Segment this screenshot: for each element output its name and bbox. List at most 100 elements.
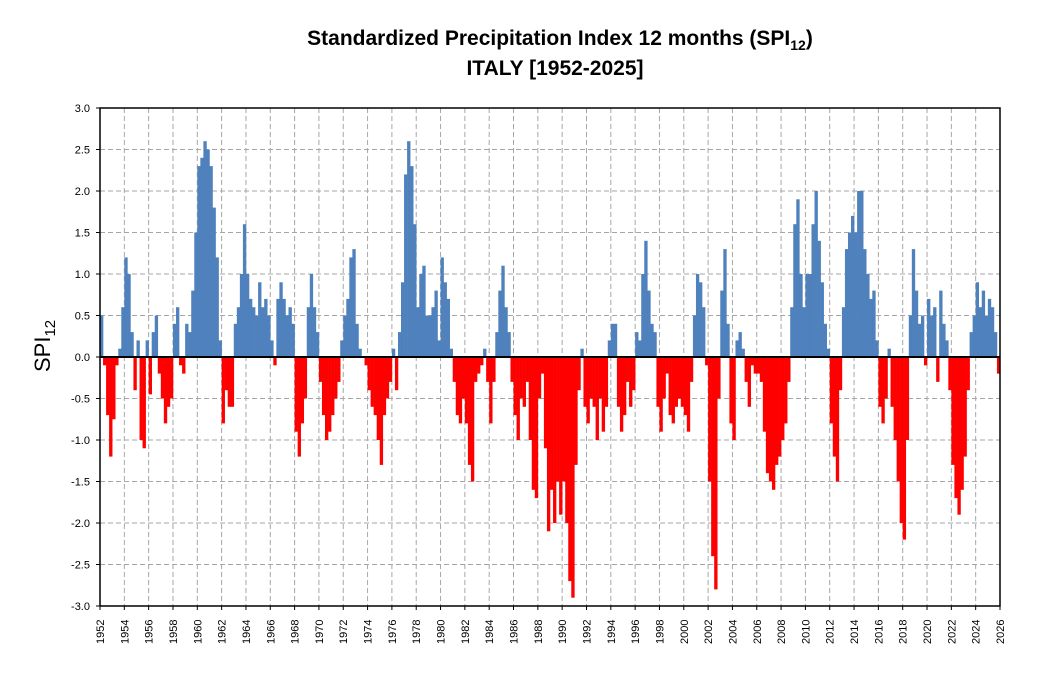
spi-bar <box>294 357 298 432</box>
spi-bar <box>963 357 967 457</box>
x-tick-label: 2026 <box>995 620 1007 644</box>
x-tick-label: 2022 <box>946 620 958 644</box>
spi-bar <box>422 265 426 357</box>
spi-bar <box>671 357 675 424</box>
spi-bar <box>598 357 602 399</box>
spi-bar <box>185 323 189 357</box>
spi-bar <box>857 191 861 357</box>
spi-bar <box>154 315 159 357</box>
spi-bar <box>148 357 152 395</box>
spi-bar <box>908 315 913 357</box>
spi-bar <box>899 357 904 523</box>
spi-bar <box>692 315 697 357</box>
spi-bar <box>826 348 831 357</box>
spi-bar <box>747 357 751 407</box>
spi-bar <box>157 357 162 374</box>
spi-bar <box>239 274 244 357</box>
spi-bar <box>279 282 283 357</box>
x-tick-label: 2010 <box>800 620 812 644</box>
x-tick-label: 1960 <box>192 620 204 644</box>
spi-bar <box>498 290 502 357</box>
spi-bar <box>805 274 809 357</box>
x-tick-label: 1974 <box>363 620 375 644</box>
spi-bar <box>525 357 530 382</box>
spi-bar <box>121 307 125 357</box>
spi-bar <box>732 357 736 440</box>
spi-bar <box>729 357 733 424</box>
spi-bar <box>443 282 447 357</box>
spi-bar <box>206 149 210 357</box>
spi-bar <box>847 232 852 357</box>
spi-bar <box>182 357 186 374</box>
spi-bar <box>455 357 460 416</box>
spi-bar <box>142 357 146 449</box>
spi-bar <box>212 207 216 357</box>
spi-bar <box>464 357 469 424</box>
spi-bar <box>562 357 566 482</box>
spi-bar <box>349 257 353 357</box>
spi-bar <box>863 249 867 357</box>
spi-bar <box>191 290 195 357</box>
spi-bar <box>887 348 891 357</box>
spi-bar <box>939 290 943 357</box>
x-tick-label: 2024 <box>971 620 983 644</box>
spi-bar <box>255 315 259 357</box>
spi-bar <box>331 357 335 416</box>
spi-bar <box>811 224 815 357</box>
spi-bar <box>838 357 843 391</box>
x-tick-label: 1968 <box>290 620 302 644</box>
spi-bar <box>343 315 347 357</box>
spi-bar <box>510 357 514 382</box>
spi-bar <box>492 357 496 382</box>
x-tick-label: 1982 <box>460 620 472 644</box>
spi-bar <box>714 357 718 590</box>
y-tick-label: 3.0 <box>75 103 90 115</box>
x-tick-label: 1964 <box>241 620 253 644</box>
spi-bar <box>753 357 758 374</box>
spi-bar <box>771 357 776 490</box>
spi-bar <box>233 323 238 357</box>
spi-bar <box>495 332 499 357</box>
spi-bar <box>425 315 429 357</box>
x-tick-label: 1980 <box>436 620 448 644</box>
x-tick-label: 2004 <box>727 620 739 644</box>
spi-bar <box>282 298 286 357</box>
spi-bar <box>580 348 584 357</box>
spi-bar <box>571 357 575 598</box>
y-tick-label: 1.5 <box>75 228 90 240</box>
spi-bar <box>808 274 812 357</box>
spi-bar <box>346 298 350 357</box>
spi-bar <box>592 357 596 407</box>
spi-bar <box>829 357 834 424</box>
x-tick-label: 1956 <box>144 620 156 644</box>
spi-bar <box>163 357 168 424</box>
spi-bar <box>559 357 563 515</box>
y-tick-labels: -3.0 -2.5 -2.0 -1.5 -1.0 -0.5 0.0 0.5 1.0 1.5 2.0 2… <box>71 103 90 613</box>
spi-bar <box>306 307 311 357</box>
y-axis-label: SPI12 <box>30 320 59 372</box>
spi-bar <box>784 357 788 424</box>
spi-bar <box>483 348 487 357</box>
spi-bar <box>854 232 858 357</box>
spi-bar <box>145 340 149 357</box>
spi-bar <box>866 274 870 357</box>
x-tick-label: 2000 <box>679 620 691 644</box>
spi-bar <box>616 357 621 407</box>
spi-bar <box>461 357 466 399</box>
spi-bar <box>458 357 463 424</box>
spi-bar <box>103 357 107 366</box>
spi-bar <box>291 323 295 357</box>
spi-bar <box>911 249 916 357</box>
spi-bar <box>236 307 241 357</box>
spi-bar <box>440 257 444 357</box>
y-tick-label: 2.5 <box>75 145 90 157</box>
spi-bar <box>817 240 821 357</box>
spi-bar <box>318 357 323 382</box>
spi-bar <box>902 357 907 540</box>
spi-bar <box>677 357 682 399</box>
x-tick-label: 1966 <box>265 620 277 644</box>
spi-bar <box>744 357 748 382</box>
spi-bar <box>683 357 688 416</box>
spi-bar <box>735 340 739 357</box>
spi-bar <box>489 357 493 424</box>
